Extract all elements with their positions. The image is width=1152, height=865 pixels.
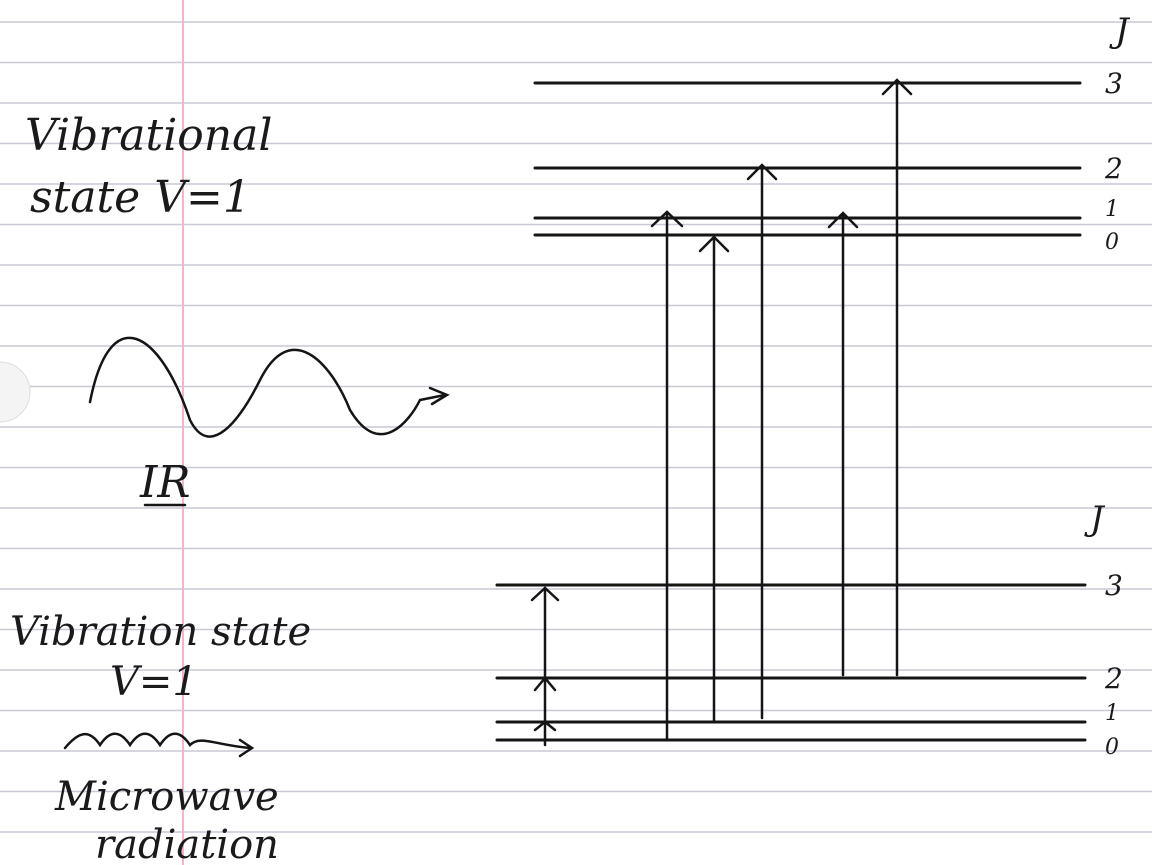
level-label: 3 [1105,569,1123,602]
lower-state-line: V=1 [110,659,198,705]
level-label: 0 [1105,230,1119,255]
level-label: 1 [1105,197,1119,222]
upper-state-line: Vibrational [25,110,272,161]
j-label: J [1109,11,1131,51]
transition-arrow [748,165,776,718]
upper-state-line: state V=1 [30,172,251,223]
transition-arrow [652,212,682,740]
transition-arrow [700,237,728,722]
microwave-line: Microwave [54,774,279,820]
level-label: 1 [1105,701,1119,726]
level-label: 3 [1105,67,1123,100]
level-label: 2 [1104,152,1123,185]
lower-state-line: Vibration state [10,609,311,655]
diagram: Vibrational state V=1 IR Vibration state… [0,0,1152,865]
transitions [532,80,911,745]
transition-arrow [829,213,857,675]
level-label: 2 [1104,662,1123,695]
ir-label: IR [139,457,191,508]
level-label: 0 [1105,735,1119,760]
j-label: J [1084,499,1106,539]
microwave-line: radiation [95,822,279,865]
microwave-wave [65,734,252,756]
punch-hole [0,362,30,422]
